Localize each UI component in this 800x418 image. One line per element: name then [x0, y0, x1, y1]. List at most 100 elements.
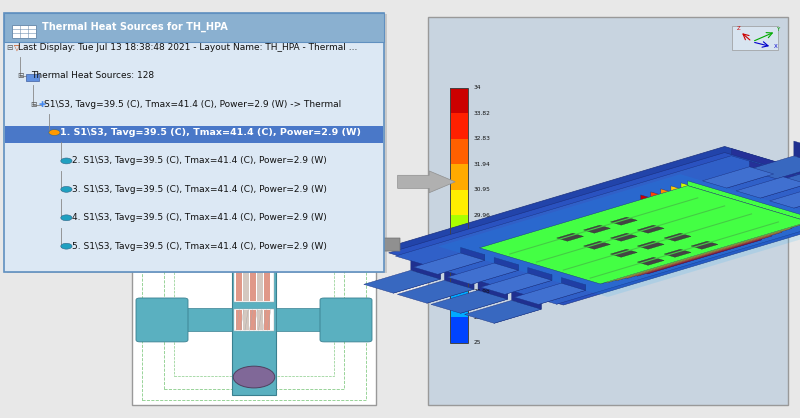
- Bar: [236, 92, 242, 112]
- FancyBboxPatch shape: [320, 220, 372, 264]
- Polygon shape: [495, 191, 793, 280]
- Polygon shape: [447, 263, 518, 284]
- Bar: [234, 190, 274, 232]
- Text: S1\S3, Tavg=39.5 (C), Tmax=41.4 (C), Power=2.9 (W) -> Thermal: S1\S3, Tavg=39.5 (C), Tmax=41.4 (C), Pow…: [44, 99, 342, 109]
- Bar: [140, 231, 232, 254]
- Polygon shape: [478, 275, 507, 299]
- Text: ⊟: ⊟: [6, 43, 13, 52]
- Bar: [243, 121, 249, 161]
- Polygon shape: [494, 294, 541, 323]
- Polygon shape: [538, 285, 586, 304]
- Bar: [450, 317, 468, 343]
- Polygon shape: [583, 225, 610, 233]
- Bar: [450, 164, 468, 190]
- Polygon shape: [526, 204, 762, 274]
- Text: Thermal Heat Sources for TH_HPA: Thermal Heat Sources for TH_HPA: [42, 22, 228, 32]
- Polygon shape: [438, 255, 485, 274]
- Bar: [263, 92, 270, 112]
- Polygon shape: [617, 222, 792, 280]
- Bar: [450, 88, 468, 343]
- Bar: [243, 261, 249, 301]
- Polygon shape: [562, 278, 586, 291]
- FancyBboxPatch shape: [136, 80, 188, 124]
- Polygon shape: [342, 234, 400, 255]
- Polygon shape: [557, 233, 583, 241]
- Circle shape: [234, 366, 275, 388]
- Bar: [257, 92, 262, 112]
- Bar: [257, 170, 262, 190]
- Polygon shape: [638, 241, 664, 249]
- Bar: [276, 91, 368, 114]
- Text: 31.94: 31.94: [474, 162, 490, 167]
- Bar: [236, 232, 242, 252]
- Bar: [450, 241, 468, 266]
- Bar: [250, 310, 256, 330]
- Bar: [234, 232, 274, 253]
- Polygon shape: [664, 233, 691, 241]
- Polygon shape: [638, 228, 772, 276]
- Bar: [250, 92, 256, 112]
- Circle shape: [61, 215, 72, 221]
- Polygon shape: [486, 189, 800, 283]
- Bar: [236, 170, 242, 190]
- Bar: [234, 120, 274, 163]
- Polygon shape: [607, 219, 800, 283]
- Polygon shape: [747, 156, 800, 179]
- Polygon shape: [541, 205, 747, 266]
- Bar: [142, 22, 366, 400]
- Polygon shape: [627, 225, 782, 278]
- Polygon shape: [494, 257, 518, 270]
- Text: 27.97: 27.97: [474, 264, 490, 269]
- Bar: [276, 168, 368, 191]
- Bar: [257, 191, 262, 231]
- Polygon shape: [461, 284, 507, 313]
- Polygon shape: [411, 255, 440, 279]
- Bar: [276, 231, 368, 254]
- Text: Y: Y: [776, 26, 779, 31]
- Bar: [450, 215, 468, 241]
- Polygon shape: [461, 247, 485, 260]
- Text: Thermal Heat Sources: 128: Thermal Heat Sources: 128: [31, 71, 154, 80]
- Polygon shape: [398, 171, 455, 193]
- Polygon shape: [398, 280, 474, 303]
- Polygon shape: [514, 283, 586, 304]
- Polygon shape: [506, 196, 782, 278]
- Bar: [450, 139, 468, 164]
- Polygon shape: [736, 177, 800, 198]
- Polygon shape: [783, 171, 800, 184]
- Polygon shape: [414, 253, 485, 274]
- Circle shape: [234, 34, 275, 56]
- Bar: [243, 170, 249, 190]
- Text: ⊟: ⊟: [18, 71, 24, 80]
- Bar: [732, 26, 778, 50]
- Bar: [140, 308, 232, 331]
- Polygon shape: [465, 301, 541, 323]
- Polygon shape: [638, 257, 664, 265]
- FancyBboxPatch shape: [320, 298, 372, 342]
- Text: ⊟: ⊟: [30, 99, 37, 109]
- Bar: [243, 232, 249, 252]
- Polygon shape: [698, 219, 751, 255]
- Bar: [236, 310, 242, 330]
- Polygon shape: [610, 233, 638, 241]
- Bar: [257, 261, 262, 301]
- Polygon shape: [481, 273, 552, 294]
- Bar: [132, 17, 376, 405]
- Polygon shape: [445, 265, 474, 289]
- Polygon shape: [681, 183, 800, 224]
- Text: 34: 34: [474, 85, 481, 90]
- Bar: [450, 88, 468, 113]
- Polygon shape: [528, 268, 552, 280]
- Polygon shape: [661, 189, 782, 232]
- Bar: [263, 121, 270, 161]
- Bar: [7, 14, 387, 273]
- Text: Z: Z: [737, 25, 741, 31]
- Polygon shape: [794, 141, 800, 165]
- Polygon shape: [760, 178, 800, 198]
- Text: ▽: ▽: [14, 43, 20, 52]
- Bar: [126, 206, 140, 217]
- Text: 25: 25: [474, 340, 481, 345]
- Bar: [243, 191, 249, 231]
- Polygon shape: [479, 186, 800, 284]
- Circle shape: [61, 243, 72, 249]
